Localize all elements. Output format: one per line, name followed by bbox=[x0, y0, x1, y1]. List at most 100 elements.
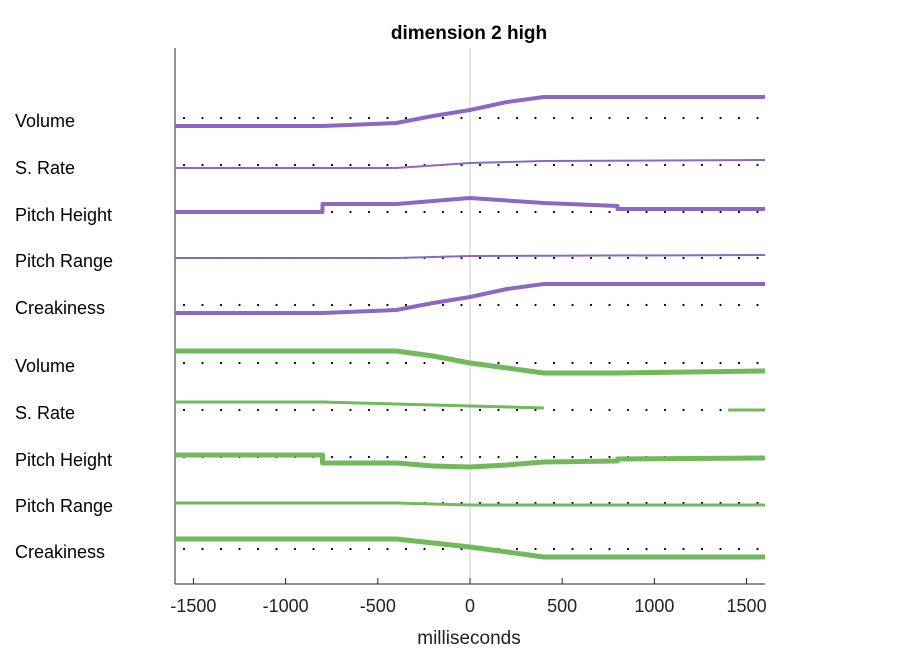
baseline-dot bbox=[552, 256, 556, 260]
baseline-dot bbox=[608, 455, 611, 459]
baseline-dot bbox=[663, 547, 667, 551]
baseline-dot bbox=[256, 547, 260, 551]
series-line-green bbox=[175, 348, 766, 376]
baseline-dot bbox=[626, 361, 630, 365]
baseline-dot bbox=[182, 303, 186, 307]
baseline-dot bbox=[719, 361, 722, 365]
baseline-dot bbox=[589, 303, 593, 307]
baseline-dot bbox=[404, 361, 408, 365]
baseline-dot bbox=[293, 303, 297, 307]
baseline-dot bbox=[626, 163, 630, 167]
baseline-dot bbox=[552, 547, 556, 551]
baseline-dot bbox=[238, 361, 241, 365]
baseline-dot bbox=[478, 303, 482, 307]
baseline-dot bbox=[589, 116, 593, 120]
baseline-dot bbox=[201, 163, 204, 167]
baseline-dot bbox=[497, 256, 500, 260]
baseline-dot bbox=[497, 455, 500, 459]
baseline-dot bbox=[478, 116, 482, 120]
baseline-dot bbox=[460, 256, 463, 260]
baseline-dot bbox=[534, 210, 537, 214]
baseline-dot bbox=[645, 547, 648, 551]
baseline-dot bbox=[552, 455, 556, 459]
row-label: Pitch Height bbox=[15, 450, 112, 470]
baseline-dot bbox=[293, 408, 297, 412]
baseline-dot bbox=[386, 210, 389, 214]
row-label: Creakiness bbox=[15, 298, 105, 318]
baseline-dot bbox=[312, 303, 315, 307]
baseline-dot bbox=[404, 163, 408, 167]
baseline-dot bbox=[441, 361, 445, 365]
baseline-dot bbox=[182, 116, 186, 120]
baseline-dot bbox=[293, 163, 297, 167]
baseline-dot bbox=[330, 361, 334, 365]
baseline-dot bbox=[608, 256, 611, 260]
plot-area bbox=[174, 48, 766, 584]
x-tick-label: 500 bbox=[547, 596, 577, 616]
baseline-dot bbox=[700, 361, 704, 365]
baseline-dot bbox=[460, 455, 463, 459]
baseline-dot bbox=[719, 547, 722, 551]
baseline-dot bbox=[367, 547, 371, 551]
series-line-green bbox=[175, 452, 766, 470]
baseline-dot bbox=[645, 361, 648, 365]
baseline-dot bbox=[589, 163, 593, 167]
baseline-dot bbox=[700, 256, 704, 260]
baseline-dot bbox=[756, 256, 759, 260]
x-tick-label: 1000 bbox=[634, 596, 674, 616]
baseline-dot bbox=[497, 408, 500, 412]
baseline-dot bbox=[534, 116, 537, 120]
baseline-dot bbox=[423, 455, 426, 459]
baseline-dot bbox=[219, 408, 223, 412]
baseline-dot bbox=[682, 163, 685, 167]
baseline-dot bbox=[608, 547, 611, 551]
baseline-dot bbox=[386, 361, 389, 365]
baseline-dot bbox=[663, 361, 667, 365]
baseline-dot bbox=[404, 116, 408, 120]
baseline-dot bbox=[700, 163, 704, 167]
baseline-dot bbox=[626, 256, 630, 260]
row-labels: Volume S. Rate Pitch Height Pitch Range Crea… bbox=[15, 111, 113, 562]
baseline-dot bbox=[349, 116, 352, 120]
baseline-dot bbox=[682, 547, 685, 551]
baseline-dot bbox=[201, 303, 204, 307]
baseline-dot bbox=[219, 547, 223, 551]
baseline-dot bbox=[700, 303, 704, 307]
series-line-purple bbox=[175, 254, 766, 259]
row-label: Volume bbox=[15, 111, 75, 131]
baseline-dot bbox=[256, 163, 260, 167]
baseline-dot bbox=[589, 210, 593, 214]
baseline-dot bbox=[312, 408, 315, 412]
baseline-dot bbox=[497, 163, 500, 167]
baseline-dot bbox=[386, 408, 389, 412]
baseline-dot bbox=[497, 116, 500, 120]
baseline-dot bbox=[423, 408, 426, 412]
baseline-dot bbox=[386, 547, 389, 551]
series-line-purple bbox=[175, 282, 765, 315]
series-line-green bbox=[175, 536, 765, 560]
baseline-dot bbox=[460, 303, 463, 307]
baseline-dot bbox=[238, 163, 241, 167]
baseline-dot bbox=[293, 116, 297, 120]
baseline-dot bbox=[626, 303, 630, 307]
baseline-dot bbox=[256, 116, 260, 120]
baseline-dot bbox=[682, 361, 685, 365]
baseline-dot bbox=[367, 455, 371, 459]
row-label: Pitch Range bbox=[15, 496, 113, 516]
baseline-dots bbox=[182, 303, 759, 307]
baseline-dot bbox=[515, 256, 519, 260]
baseline-dot bbox=[700, 408, 704, 412]
baseline-dot bbox=[182, 361, 186, 365]
row-label: S. Rate bbox=[15, 403, 75, 423]
baseline-dot bbox=[589, 408, 593, 412]
baseline-dot bbox=[349, 163, 352, 167]
baseline-dot bbox=[700, 547, 704, 551]
baseline-dot bbox=[330, 163, 334, 167]
baseline-dot bbox=[515, 547, 519, 551]
baseline-dot bbox=[330, 547, 334, 551]
baseline-dot bbox=[515, 163, 519, 167]
chart-title: dimension 2 high bbox=[391, 23, 547, 44]
baseline-dot bbox=[719, 303, 722, 307]
baseline-dot bbox=[404, 210, 408, 214]
baseline-dot bbox=[571, 408, 574, 412]
